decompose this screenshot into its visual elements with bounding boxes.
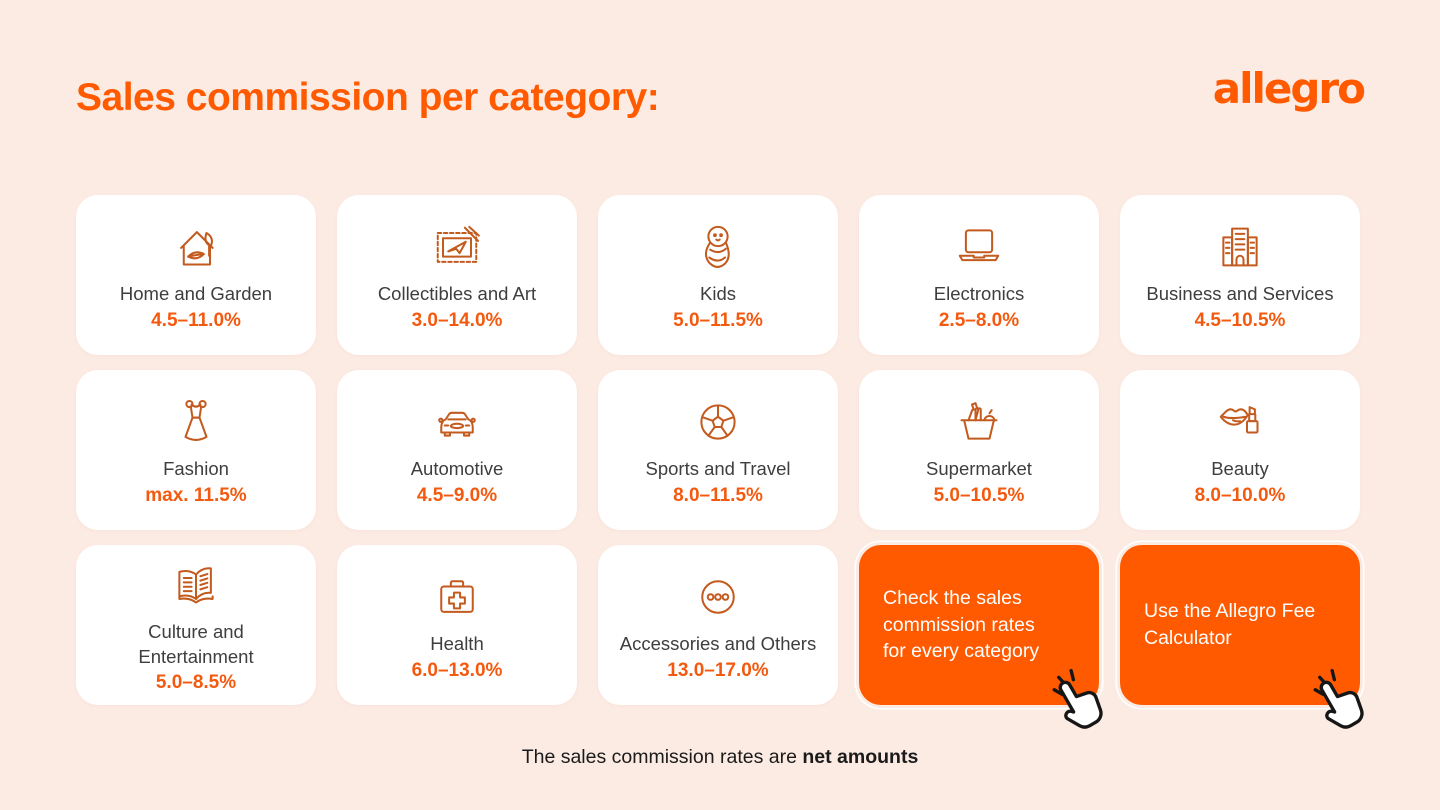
first-aid-icon — [429, 568, 485, 626]
commission-rate: 13.0–17.0% — [667, 659, 769, 681]
dress-icon — [168, 393, 224, 451]
commission-rate: 5.0–10.5% — [933, 484, 1025, 506]
cta-label: Use the Allegro Fee Calculator — [1144, 600, 1316, 649]
soccer-ball-icon — [690, 393, 746, 451]
category-label: Business and Services — [1146, 283, 1334, 305]
card-automotive: Automotive 4.5–9.0% — [337, 370, 577, 530]
category-label: Beauty — [1211, 458, 1269, 480]
footer-note: The sales commission rates are net amoun… — [0, 746, 1440, 769]
category-label: Collectibles and Art — [377, 283, 537, 305]
fee-calculator-button[interactable]: Use the Allegro Fee Calculator — [1120, 545, 1364, 729]
car-icon — [429, 393, 485, 451]
commission-rate: 5.0–8.5% — [155, 671, 237, 693]
category-label: Supermarket — [926, 458, 1032, 480]
card-home-and-garden: Home and Garden 4.5–11.0% — [76, 195, 316, 355]
category-label: Automotive — [410, 458, 504, 480]
card-accessories-and-others: Accessories and Others 13.0–17.0% — [598, 545, 838, 705]
lipstick-icon — [1212, 393, 1268, 451]
card-health: Health 6.0–13.0% — [337, 545, 577, 705]
open-book-icon — [168, 556, 224, 614]
category-label: Health — [430, 633, 484, 655]
card-business-and-services: Business and Services 4.5–10.5% — [1120, 195, 1360, 355]
commission-rate: max. 11.5% — [145, 484, 247, 506]
commission-rate: 4.5–9.0% — [416, 484, 498, 506]
card-beauty: Beauty 8.0–10.0% — [1120, 370, 1360, 530]
baby-icon — [690, 218, 746, 276]
building-icon — [1212, 218, 1268, 276]
laptop-icon — [951, 218, 1007, 276]
commission-rate: 2.5–8.0% — [938, 309, 1020, 331]
click-hand-icon — [1304, 665, 1376, 737]
basket-icon — [951, 393, 1007, 451]
card-collectibles-and-art: Collectibles and Art 3.0–14.0% — [337, 195, 577, 355]
commission-rate: 6.0–13.0% — [411, 659, 503, 681]
page-title: Sales commission per category: — [76, 76, 660, 119]
category-label: Accessories and Others — [619, 633, 817, 655]
home-garden-icon — [168, 218, 224, 276]
card-electronics: Electronics 2.5–8.0% — [859, 195, 1099, 355]
card-culture-and-entertainment: Culture and Entertainment 5.0–8.5% — [76, 545, 316, 705]
category-label: Kids — [700, 283, 736, 305]
category-label: Sports and Travel — [645, 458, 791, 480]
stamp-icon — [429, 218, 485, 276]
category-label: Electronics — [933, 283, 1025, 305]
category-grid: Home and Garden 4.5–11.0% Collectibles a… — [76, 195, 1364, 729]
allegro-logo: allegro — [1212, 64, 1366, 113]
category-label: Home and Garden — [119, 283, 273, 305]
category-label: Fashion — [163, 458, 229, 480]
footer-note-text: The sales commission rates are — [521, 746, 803, 768]
commission-rate: 8.0–11.5% — [673, 484, 763, 506]
ellipsis-circle-icon — [690, 568, 746, 626]
card-supermarket: Supermarket 5.0–10.5% — [859, 370, 1099, 530]
check-commission-rates-button[interactable]: Check the sales commission rates for eve… — [859, 545, 1103, 729]
commission-rate: 8.0–10.0% — [1194, 484, 1286, 506]
category-label: Culture and Entertainment — [138, 621, 254, 667]
card-fashion: Fashion max. 11.5% — [76, 370, 316, 530]
click-hand-icon — [1043, 665, 1115, 737]
footer-note-bold: net amounts — [802, 746, 919, 768]
card-sports-and-travel: Sports and Travel 8.0–11.5% — [598, 370, 838, 530]
commission-rate: 4.5–11.0% — [151, 309, 241, 331]
cta-label: Check the sales commission rates for eve… — [883, 586, 1040, 663]
commission-rate: 3.0–14.0% — [411, 309, 503, 331]
commission-rate: 4.5–10.5% — [1194, 309, 1286, 331]
commission-rate: 5.0–11.5% — [673, 309, 763, 331]
card-kids: Kids 5.0–11.5% — [598, 195, 838, 355]
